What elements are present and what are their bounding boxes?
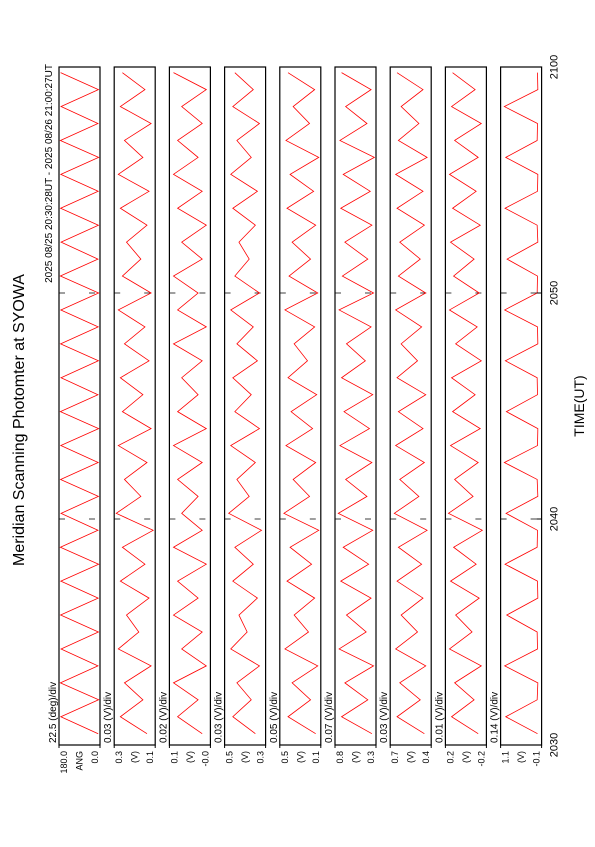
scale-label: 0.02 (V)/div — [158, 692, 169, 743]
scale-label: 0.01 (V)/div — [434, 692, 445, 743]
y-tick-label: 0.7 — [390, 751, 400, 764]
panel-frame — [168, 66, 211, 746]
y-axis-label: (V) — [516, 751, 526, 763]
panel-frame — [113, 66, 156, 746]
chart-subtitle: 2025 08/25 20:30:28UT - 2025 08/26 21:00… — [44, 64, 55, 283]
y-axis-label: (V) — [351, 751, 361, 763]
y-axis-label: ANG — [75, 751, 85, 771]
y-tick-label: -0.1 — [532, 751, 542, 767]
data-line — [115, 72, 155, 735]
y-tick-label: 0.1 — [169, 751, 179, 764]
y-axis-label: (V) — [295, 751, 305, 763]
scale-label: 0.03 (V)/div — [103, 692, 114, 743]
data-line — [393, 72, 428, 735]
panel-frame — [224, 66, 267, 746]
y-tick-label: 0.8 — [335, 751, 345, 764]
x-tick-label: 2030 — [549, 733, 561, 757]
data-line — [337, 72, 376, 735]
data-line — [172, 72, 208, 735]
x-tick-label: 2100 — [549, 55, 561, 79]
panel-frame — [500, 66, 543, 746]
panel-frame — [389, 66, 432, 746]
y-tick-label: 0.3 — [114, 751, 124, 764]
y-tick-label: 1.1 — [501, 751, 511, 764]
scale-label: 22.5 (deg)/div — [48, 682, 59, 743]
y-axis-label: (V) — [461, 751, 471, 763]
rotated-plot: Meridian Scanning Photomter at SYOWA 202… — [11, 55, 587, 774]
scale-label: 0.14 (V)/div — [490, 692, 501, 743]
x-tick-label: 2050 — [549, 281, 561, 305]
y-tick-label: 0.3 — [366, 751, 376, 764]
data-line — [447, 72, 484, 735]
y-tick-label: -0.2 — [476, 751, 486, 767]
data-line — [503, 72, 539, 735]
panel-frame — [58, 66, 101, 746]
y-tick-label: 0.4 — [421, 751, 431, 764]
y-tick-label: 0.5 — [225, 751, 235, 764]
scale-label: 0.03 (V)/div — [379, 692, 390, 743]
y-tick-label: 0.1 — [311, 751, 321, 764]
x-axis-label: TIME(UT) — [571, 375, 587, 436]
chart-title: Meridian Scanning Photomter at SYOWA — [11, 274, 28, 566]
scale-label: 0.07 (V)/div — [324, 692, 335, 743]
y-axis-label: (V) — [185, 751, 195, 763]
y-axis-label: (V) — [406, 751, 416, 763]
data-line — [283, 72, 320, 735]
y-tick-label: 180.0 — [59, 751, 69, 774]
data-line — [227, 72, 263, 735]
scale-label: 0.03 (V)/div — [214, 692, 225, 743]
y-axis-label: (V) — [130, 751, 140, 763]
panel-frame — [334, 66, 377, 746]
x-tick-label: 2040 — [549, 507, 561, 531]
y-tick-label: 0.2 — [445, 751, 455, 764]
panel-frame — [279, 66, 322, 746]
y-tick-label: 0.1 — [145, 751, 155, 764]
y-tick-label: 0.5 — [280, 751, 290, 764]
data-line — [59, 72, 100, 735]
scale-label: 0.05 (V)/div — [269, 692, 280, 743]
y-tick-label: 0.0 — [90, 751, 100, 764]
y-tick-label: -0.0 — [200, 751, 210, 767]
panel-frame — [444, 66, 487, 746]
y-tick-label: 0.3 — [256, 751, 266, 764]
y-axis-label: (V) — [240, 751, 250, 763]
